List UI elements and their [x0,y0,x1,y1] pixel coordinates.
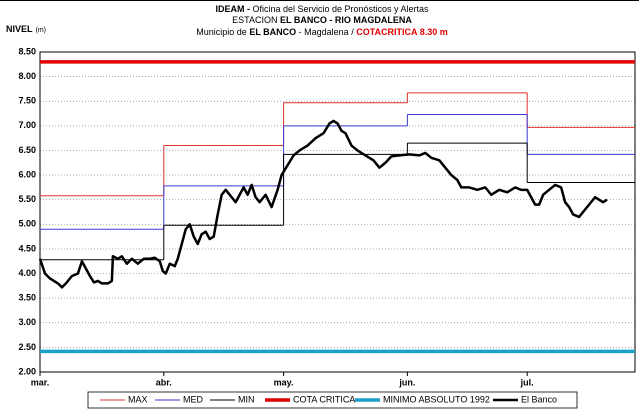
title-part: ESTACION [232,15,280,25]
y-tick-label: 4.00 [18,268,36,278]
title-part: Oficina del Servicio de Pronósticos y Al… [252,4,429,14]
legend-label: MIN [238,394,255,404]
legend-label: MINIMO ABSOLUTO 1992 [383,394,490,404]
y-tick-label: 2.50 [18,342,36,352]
y-tick-label: 3.00 [18,317,36,327]
y-tick-label: 5.00 [18,219,36,229]
legend-label: MED [183,394,204,404]
y-tick-label: 7.50 [18,96,36,106]
x-tick-label: jun. [398,377,415,387]
x-tick-label: may. [274,377,294,387]
y-tick-label: 6.50 [18,145,36,155]
y-tick-label: 2.00 [18,366,36,376]
title-part: EL BANCO - RIO MAGDALENA [280,15,412,25]
x-tick-label: abr. [156,377,172,387]
y-tick-label: 3.50 [18,293,36,303]
x-tick-label: mar. [31,377,50,387]
title-part: Municipio de [196,27,249,37]
title-part: EL BANCO [249,27,296,37]
y-label-part: NIVEL [6,24,33,34]
legend-label: COTA CRITICA [293,394,355,404]
y-tick-label: 5.50 [18,194,36,204]
legend-label: MAX [128,394,148,404]
y-tick-label: 4.50 [18,243,36,253]
plot-frame [39,51,636,373]
x-tick-label: jul. [520,377,534,387]
title-part: IDEAM - [215,4,252,14]
legend-label: El Banco [521,394,557,404]
chart-title: Municipio de EL BANCO - Magdalena / COTA… [196,27,447,37]
y-axis-label: NIVEL (m) [6,24,46,34]
legend-box [87,391,578,409]
y-tick-label: 6.00 [18,169,36,179]
y-tick-label: 8.50 [18,46,36,56]
y-label-part: (m) [36,27,47,34]
chart-title: ESTACION EL BANCO - RIO MAGDALENA [232,15,412,25]
data-line [38,119,608,289]
title-part: - Magdalena / [296,27,356,37]
y-tick-label: 8.00 [18,71,36,81]
title-part: COTACRITICA 8.30 m [356,27,448,37]
y-tick-label: 7.00 [18,120,36,130]
chart-title: IDEAM - Oficina del Servicio de Pronósti… [215,4,429,14]
